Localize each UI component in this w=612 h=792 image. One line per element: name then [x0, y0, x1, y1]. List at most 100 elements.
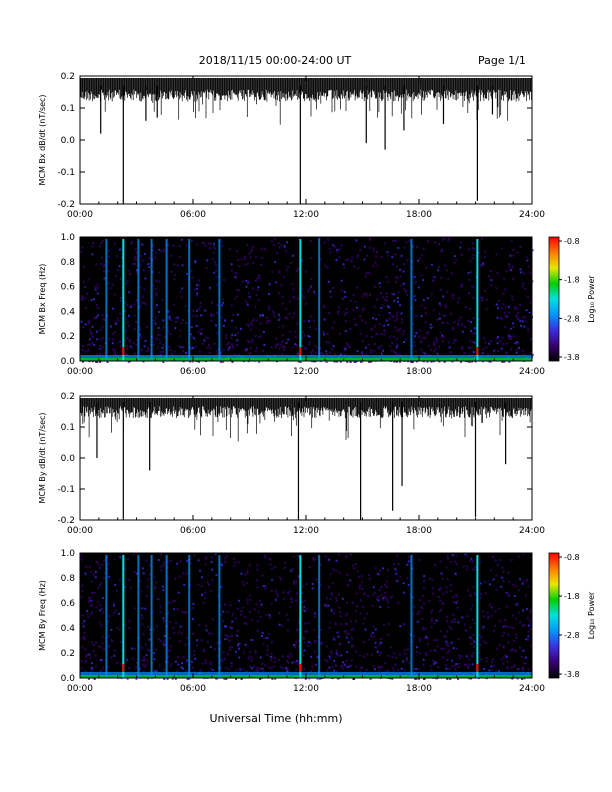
spectrogram-cell [259, 314, 262, 317]
spectrogram-cell [365, 669, 368, 671]
spectrogram-cell [351, 644, 354, 647]
spectrogram-cell [422, 663, 425, 666]
spectrogram-cell [344, 330, 347, 333]
spectrogram-cell [233, 557, 235, 560]
spectrogram-cell [146, 659, 149, 662]
spectrogram-cell [378, 314, 381, 317]
spectrogram-cell [469, 636, 472, 639]
spectrogram-cell [210, 314, 213, 317]
spectrogram-cell [385, 319, 388, 322]
spectrogram-cell [114, 321, 117, 324]
spectrogram-cell [439, 586, 442, 589]
spectrogram-cell [362, 309, 365, 311]
spectrogram-cell [387, 655, 390, 657]
spectrogram-cell [92, 643, 95, 646]
spectrogram-cell [372, 635, 375, 638]
spectrogram-cell [432, 350, 435, 353]
spectrogram-cell [346, 601, 349, 604]
spectrogram-cell [212, 314, 215, 317]
spectrogram-cell [237, 642, 240, 645]
spectrogram-cell [300, 651, 303, 654]
spectrogram-cell [280, 344, 283, 347]
spectrogram-cell [243, 258, 246, 261]
spectrogram-cell [167, 330, 170, 332]
spectrogram-cell [343, 663, 346, 666]
spectrogram-cell [360, 360, 362, 363]
spectrogram-cell [383, 662, 386, 665]
spectrogram-cell [457, 638, 460, 641]
spectrogram-cell [204, 563, 207, 566]
spectrogram-cell [401, 318, 404, 321]
spectrogram-cell [472, 351, 475, 354]
spectrogram-cell [529, 311, 532, 313]
spectrogram-cell [157, 333, 159, 336]
spectrogram-cell [197, 559, 200, 562]
spectrogram-cell [281, 334, 284, 337]
spectrogram-cell [158, 280, 161, 283]
spectrogram-cell [519, 319, 522, 322]
spectrogram-cell [101, 635, 104, 638]
spectrogram-cell [508, 335, 511, 338]
spectrogram-cell [157, 338, 160, 341]
spectrogram-cell [131, 647, 134, 650]
spectrogram-cell [204, 557, 207, 560]
spectrogram-cell [469, 307, 472, 310]
spectrogram-cell [244, 573, 247, 576]
spectrogram-cell [227, 342, 230, 344]
spectrogram-cell [266, 649, 269, 652]
spectrogram-cell [226, 653, 229, 655]
spectrogram-cell [521, 669, 524, 672]
spectrogram-cell [315, 328, 318, 331]
spectrogram-cell [103, 264, 106, 267]
spectrogram-cell [370, 633, 373, 636]
spectrogram-cell [480, 299, 483, 302]
spectrogram-cell [173, 263, 176, 266]
spectrogram-cell [269, 319, 271, 322]
spectrogram-cell [475, 569, 477, 571]
spectrogram-cell [191, 336, 194, 339]
spectrogram-cell [249, 250, 252, 253]
spectrogram-cell [251, 323, 253, 326]
spectrogram-cell [446, 651, 449, 654]
spectrogram-cell [453, 339, 456, 342]
spectrogram-cell [523, 662, 526, 665]
spectrogram-cell [510, 666, 513, 669]
spectrogram-cell [86, 612, 89, 615]
spectrogram-cell [364, 321, 367, 324]
spectrogram-cell [231, 319, 233, 322]
spectrogram-cell [506, 667, 509, 670]
spectrogram-cell [91, 336, 94, 338]
spectrogram-cell [228, 248, 231, 251]
spectrogram-cell [505, 342, 508, 345]
spectrogram-cell [126, 348, 129, 350]
spectrogram-cell [158, 271, 161, 274]
spectrogram-cell [204, 624, 207, 627]
spectrogram-cell [167, 560, 170, 563]
spectrogram-cell [144, 277, 147, 280]
spectrogram-cell [204, 659, 207, 662]
spectrogram-cell [483, 580, 486, 583]
spectrogram-cell [134, 248, 137, 250]
spectrogram-cell [314, 612, 317, 615]
spectrogram-cell [152, 652, 155, 655]
spectrogram-cell [290, 655, 293, 658]
spectrogram-cell [495, 303, 498, 306]
spectrogram-cell [156, 597, 159, 600]
spectrogram-cell [397, 246, 400, 249]
spectrogram-cell [230, 304, 233, 307]
spectrogram-cell [99, 352, 102, 355]
spectrogram-cell [91, 666, 94, 669]
spectrogram-cell [241, 280, 244, 283]
spectrogram-cell [406, 659, 408, 662]
spectrogram-cell [381, 567, 384, 570]
spectrogram-cell [297, 555, 300, 558]
spectrogram-cell [212, 251, 215, 254]
colorbar-title: Log₁₀ Power [587, 275, 596, 323]
spectrogram-cell [504, 326, 507, 329]
spectrogram-cell [403, 669, 406, 672]
spectrogram-cell [392, 667, 395, 670]
spectrogram-cell [509, 649, 512, 652]
spectrogram-cell [472, 317, 475, 320]
spectrogram-cell [89, 329, 92, 332]
